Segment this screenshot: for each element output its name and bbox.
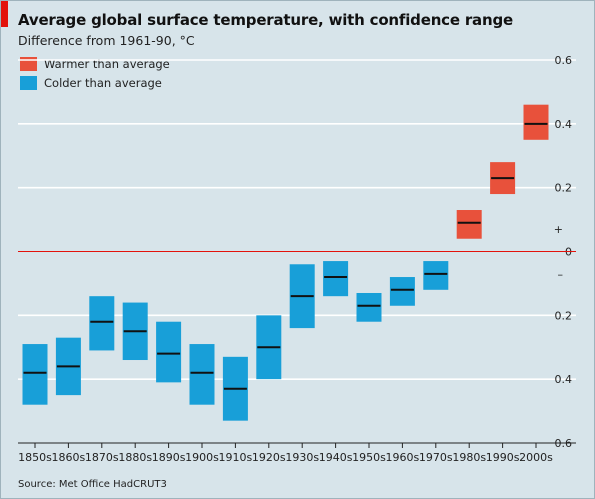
source-note: Source: Met Office HadCRUT3 <box>18 479 167 490</box>
x-tick-label: 1890s <box>152 451 186 464</box>
x-tick-label: 1910s <box>219 451 253 464</box>
x-tick-label: 1990s <box>486 451 520 464</box>
brand-tab <box>1 1 8 27</box>
x-tick-label: 1900s <box>185 451 219 464</box>
x-tick-label: 1860s <box>52 451 86 464</box>
x-tick-label: 1850s <box>18 451 52 464</box>
confidence-box <box>89 296 115 351</box>
legend-swatch-colder <box>20 76 37 90</box>
y-tick-label: 0.4 <box>555 373 573 386</box>
confidence-box <box>456 210 482 239</box>
chart-subtitle: Difference from 1961-90, °C <box>18 33 195 48</box>
confidence-box <box>356 292 382 322</box>
y-tick-label: 0.2 <box>555 309 573 322</box>
chart-title: Average global surface temperature, with… <box>18 11 513 29</box>
x-tick-label: 1930s <box>285 451 319 464</box>
x-tick-label: 1880s <box>118 451 152 464</box>
minus-sign-label: – <box>558 268 564 281</box>
x-tick-label: 1960s <box>386 451 420 464</box>
x-tick-label: 1870s <box>85 451 119 464</box>
confidence-box <box>523 104 549 140</box>
x-tick-label: 2000s <box>519 451 553 464</box>
legend-item-colder: Colder than average <box>20 76 162 90</box>
x-tick-label: 1980s <box>452 451 486 464</box>
confidence-box <box>323 261 349 297</box>
x-tick-label: 1970s <box>419 451 453 464</box>
x-tick-label: 1950s <box>352 451 386 464</box>
y-tick-label: 0.6 <box>555 54 573 67</box>
confidence-box <box>189 344 215 405</box>
y-tick-label: 0.4 <box>555 118 573 131</box>
x-tick-label: 1940s <box>319 451 353 464</box>
confidence-box <box>156 321 182 383</box>
legend-label-colder: Colder than average <box>44 76 162 90</box>
plus-sign-label: + <box>554 223 563 236</box>
confidence-box <box>389 277 415 306</box>
confidence-box <box>22 344 48 405</box>
x-tick-label: 1920s <box>252 451 286 464</box>
y-tick-label: 0.2 <box>555 182 573 195</box>
confidence-box <box>423 261 449 290</box>
